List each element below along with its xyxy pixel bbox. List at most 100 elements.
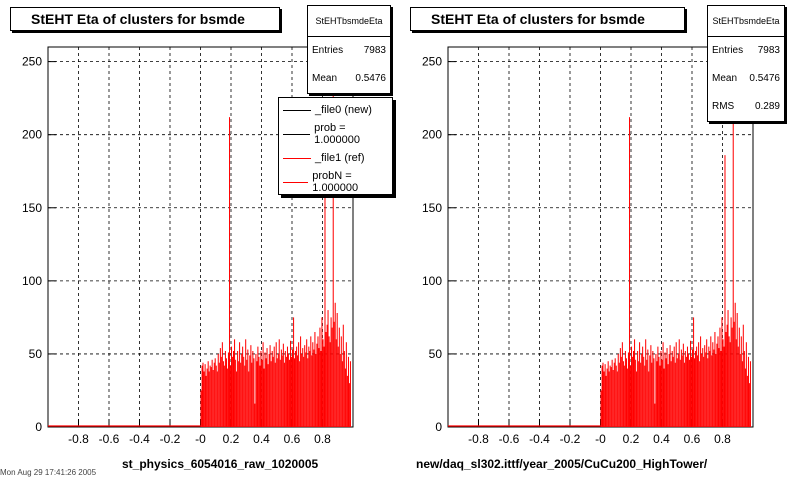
histogram-bar — [299, 361, 301, 427]
histogram-bar — [270, 361, 272, 427]
histogram-bar — [331, 327, 333, 427]
histogram-bar — [625, 358, 627, 427]
histogram-bar — [693, 358, 695, 427]
histogram-bar — [620, 356, 622, 427]
histogram-bar — [268, 353, 270, 427]
histogram-bar — [329, 342, 331, 427]
histogram-bar — [608, 371, 610, 427]
histogram-bar — [677, 353, 679, 427]
histogram-bar — [243, 356, 245, 427]
histogram-bar — [690, 356, 692, 427]
histogram-bar — [283, 362, 285, 427]
histogram-bar — [287, 353, 289, 427]
legend-label: _file1 (ref) — [315, 152, 365, 164]
histogram-bar — [221, 342, 223, 427]
histogram-bar — [254, 403, 256, 427]
histogram-bar — [668, 353, 670, 427]
y-tick-label: 200 — [22, 128, 42, 142]
histogram-bar — [217, 353, 219, 427]
legend-label: prob = 1.000000 — [314, 122, 360, 146]
histogram-bar — [721, 317, 723, 427]
histogram-bar — [734, 302, 736, 427]
histogram-bar — [337, 346, 339, 427]
histogram-bar — [338, 327, 340, 427]
x-tick-label: -0.8 — [468, 432, 489, 446]
x-tick-label: -0.6 — [499, 432, 520, 446]
histogram-bar — [212, 370, 214, 427]
histogram-bar — [304, 345, 306, 427]
histogram-bar — [267, 364, 269, 427]
histogram-bar — [349, 361, 351, 427]
histogram-bar — [744, 368, 746, 427]
histogram-bar — [634, 339, 636, 427]
x-tick-label: -0 — [195, 432, 206, 446]
histogram-bar — [312, 342, 314, 427]
histogram-bar — [673, 346, 675, 427]
stats-row-entries: Entries 7983 — [308, 37, 390, 65]
histogram-bar — [247, 349, 249, 427]
histogram-bar — [658, 356, 660, 427]
histogram-bar — [332, 67, 334, 427]
histogram-bar — [731, 327, 733, 427]
x-axis-label: st_physics_6054016_raw_1020005 — [122, 457, 319, 471]
legend-line-swatch — [283, 157, 311, 159]
y-tick-label: 250 — [422, 55, 442, 69]
histogram-bar — [258, 356, 260, 427]
histogram-bar — [728, 336, 730, 427]
histogram-bar — [244, 365, 246, 427]
histogram-bar — [701, 353, 703, 427]
histogram-bar — [688, 359, 690, 427]
histogram-bar — [219, 348, 221, 427]
y-tick-label: 150 — [22, 201, 42, 215]
histogram-bar — [685, 356, 687, 427]
histogram-bar — [686, 346, 688, 427]
legend-entry: probN = 1.000000 — [279, 170, 392, 194]
histogram-bar — [322, 339, 324, 427]
histogram-bar — [641, 353, 643, 427]
histogram-bar — [671, 351, 673, 427]
histogram-bar — [229, 117, 231, 428]
histogram-bar — [636, 371, 638, 427]
histogram-bar — [242, 346, 244, 427]
histogram-bar — [302, 348, 304, 427]
histogram-bar — [723, 346, 725, 427]
histogram-bar — [730, 317, 732, 427]
histogram-bar — [662, 342, 664, 427]
histogram-bar — [240, 362, 242, 427]
histogram-bar — [649, 355, 651, 427]
histogram-bar — [698, 342, 700, 427]
histogram-bar — [603, 371, 605, 427]
histogram-bar — [678, 339, 680, 427]
histogram-bar — [320, 351, 322, 427]
histogram-bar — [255, 353, 257, 427]
histogram-bar — [646, 359, 648, 427]
x-tick-label: -0.4 — [529, 432, 550, 446]
histogram-bar — [642, 346, 644, 427]
histogram-bar — [726, 324, 728, 427]
histogram-bar — [735, 339, 737, 427]
histogram-bar — [623, 365, 625, 427]
histogram-pad-left: StEHT Eta of clusters for bsmde -0.8 -0.6… — [10, 5, 393, 471]
histogram-bar — [260, 351, 262, 427]
histogram-bar — [672, 356, 674, 427]
histogram-bar — [727, 310, 729, 427]
histogram-bar — [224, 351, 226, 427]
histogram-bar — [231, 346, 233, 427]
histogram-bar — [239, 342, 241, 427]
histogram-bar — [610, 367, 612, 427]
histogram-bar — [680, 349, 682, 427]
histogram-bar — [675, 342, 677, 427]
histogram-bar — [737, 346, 739, 427]
histogram-bar — [741, 361, 743, 427]
histogram-bar — [621, 342, 623, 427]
histogram-bar — [272, 356, 274, 427]
histogram-bar — [200, 390, 202, 427]
histogram-bar — [326, 324, 328, 427]
histogram-bar — [716, 343, 718, 427]
histogram-bar — [301, 353, 303, 427]
legend-label: _file0 (new) — [315, 104, 372, 116]
x-tick-label: -0 — [595, 432, 606, 446]
histogram-bar — [318, 348, 320, 427]
histogram-bar — [300, 336, 302, 427]
stats-name: StEHTbsmdeEta — [708, 6, 784, 37]
